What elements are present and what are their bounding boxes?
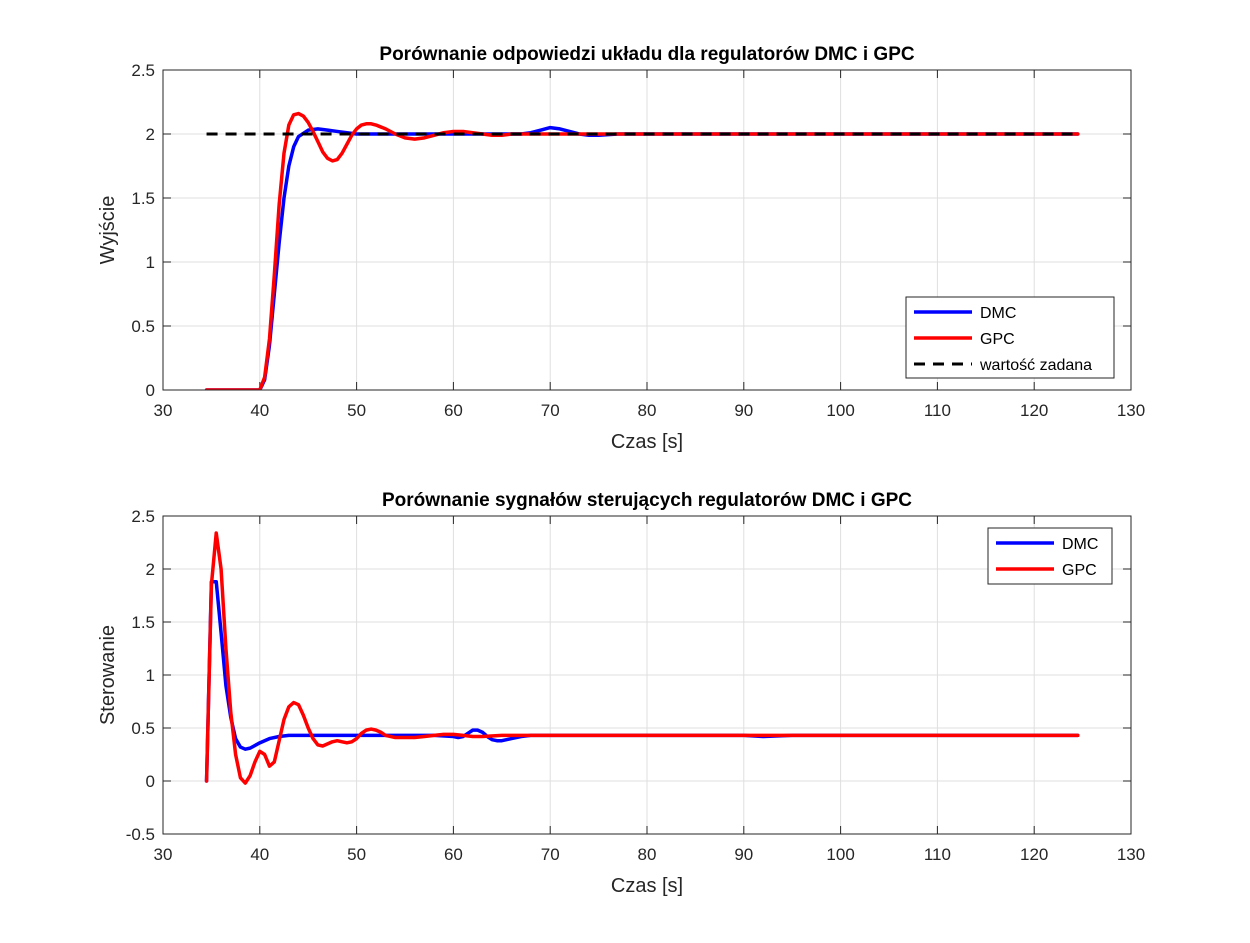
x-tick-label: 80 (638, 401, 657, 420)
x-tick-label: 100 (826, 401, 854, 420)
y-tick-label: 0.5 (131, 719, 155, 738)
y-tick-label: 1 (146, 253, 155, 272)
chart-title: Porównanie odpowiedzi układu dla regulat… (379, 44, 914, 65)
x-tick-label: 30 (154, 401, 173, 420)
x-tick-label: 50 (347, 401, 366, 420)
x-tick-label: 60 (444, 845, 463, 864)
x-axis-label: Czas [s] (611, 875, 683, 897)
x-tick-label: 40 (250, 401, 269, 420)
x-tick-label: 70 (541, 401, 560, 420)
series-line-gpc (204, 111, 1080, 390)
y-tick-label: 2 (146, 560, 155, 579)
x-tick-label: 110 (924, 401, 951, 420)
x-tick-label: 70 (541, 845, 560, 864)
x-tick-label: 120 (1020, 401, 1048, 420)
legend-label: DMC (1062, 536, 1098, 553)
y-axis-label: Wyjście (97, 196, 119, 265)
legend-label: DMC (980, 305, 1016, 322)
x-tick-label: 100 (826, 845, 854, 864)
y-tick-label: 0 (146, 772, 155, 791)
x-tick-label: 40 (250, 845, 269, 864)
chart-2: 30 40 50 60 70 80 90 100 110 120 130 -0.5 0 0.5 1 1.5 2 2… (97, 490, 1145, 897)
x-tick-label: 130 (1117, 401, 1145, 420)
y-tick-label: 1 (146, 666, 155, 685)
x-tick-label: 110 (924, 845, 951, 864)
x-tick-label: 90 (734, 401, 753, 420)
legend: DMC GPC (987, 527, 1113, 585)
x-axis-label: Czas [s] (611, 431, 683, 453)
x-tick-label: 50 (347, 845, 366, 864)
x-tick-label: 130 (1117, 845, 1145, 864)
chart-title: Porównanie sygnałów sterujących regulato… (382, 490, 912, 511)
x-tick-label: 120 (1020, 845, 1048, 864)
y-tick-label: 2.5 (131, 61, 155, 80)
chart-1: 30 40 50 60 70 80 90 100 110 120 130 0 0.5 1 1.5 2 2.5 Po… (97, 44, 1145, 453)
legend-box (987, 527, 1113, 585)
y-tick-label: 2.5 (131, 507, 155, 526)
legend-label: GPC (1062, 562, 1097, 579)
x-tick-label: 60 (444, 401, 463, 420)
legend-label: GPC (980, 331, 1015, 348)
y-tick-label: 1.5 (131, 189, 155, 208)
y-tick-label: 0 (146, 381, 155, 400)
y-tick-label: 0.5 (131, 317, 155, 336)
series-line-gpc (204, 531, 1080, 785)
x-tick-label: 90 (734, 845, 753, 864)
series-line-dmc (204, 579, 1080, 783)
x-tick-label: 80 (638, 845, 657, 864)
y-axis-label: Sterowanie (97, 625, 119, 725)
x-tick-label: 30 (154, 845, 173, 864)
y-tick-label: 1.5 (131, 613, 155, 632)
y-tick-label: -0.5 (126, 825, 155, 844)
plot-frame (162, 515, 1132, 835)
y-tick-label: 2 (146, 125, 155, 144)
plot-frame (162, 69, 1132, 391)
legend-label: wartość zadana (979, 357, 1092, 374)
legend: DMC GPC wartość zadana (905, 296, 1115, 379)
